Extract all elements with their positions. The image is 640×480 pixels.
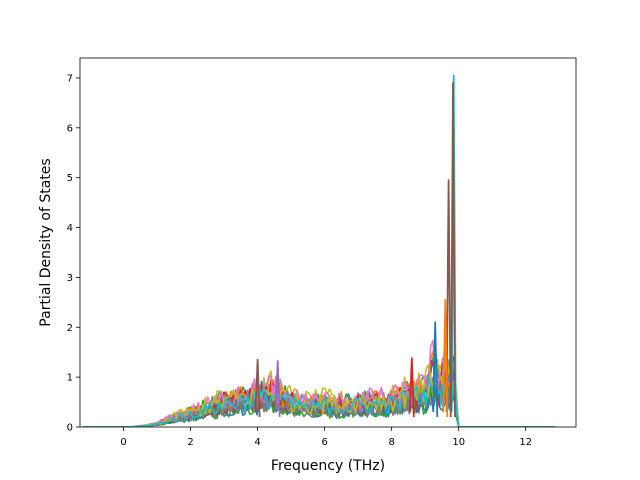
- peak-3: [445, 179, 452, 418]
- peak-8: [274, 360, 281, 418]
- x-tick-label: 0: [120, 437, 126, 448]
- y-tick-label: 5: [67, 173, 73, 184]
- y-axis-title: Partial Density of States: [38, 158, 54, 326]
- x-tick-label: 4: [254, 437, 260, 448]
- y-tick-label: 7: [67, 73, 73, 84]
- peaks-layer: [254, 74, 457, 418]
- y-tick-label: 6: [67, 123, 73, 134]
- peak-5: [442, 298, 449, 418]
- y-tick-label: 1: [67, 373, 73, 384]
- pdos-series-20: [83, 372, 555, 427]
- y-tick-label: 3: [67, 273, 73, 284]
- pdos-series-6: [83, 362, 555, 427]
- y-tick-label: 2: [67, 323, 73, 334]
- y-axis: 0 1 2 3 4 5 6 7: [67, 73, 80, 434]
- series-layer: [83, 339, 555, 427]
- x-tick-label: 8: [388, 437, 394, 448]
- plot-frame: [79, 57, 577, 428]
- x-tick-label: 6: [321, 437, 327, 448]
- peak-6: [408, 357, 415, 418]
- y-tick-label: 0: [67, 423, 73, 434]
- x-tick-label: 10: [452, 437, 465, 448]
- y-tick-label: 4: [67, 223, 73, 234]
- x-tick-label: 2: [187, 437, 193, 448]
- peak-7: [254, 358, 261, 418]
- peak-4: [432, 321, 439, 418]
- x-axis-title: Frequency (THz): [271, 458, 385, 474]
- pdos-series-10: [83, 362, 555, 427]
- peak-2: [450, 82, 456, 418]
- x-axis: 0 2 4 6 8 10 12: [120, 427, 532, 448]
- x-tick-label: 12: [519, 437, 532, 448]
